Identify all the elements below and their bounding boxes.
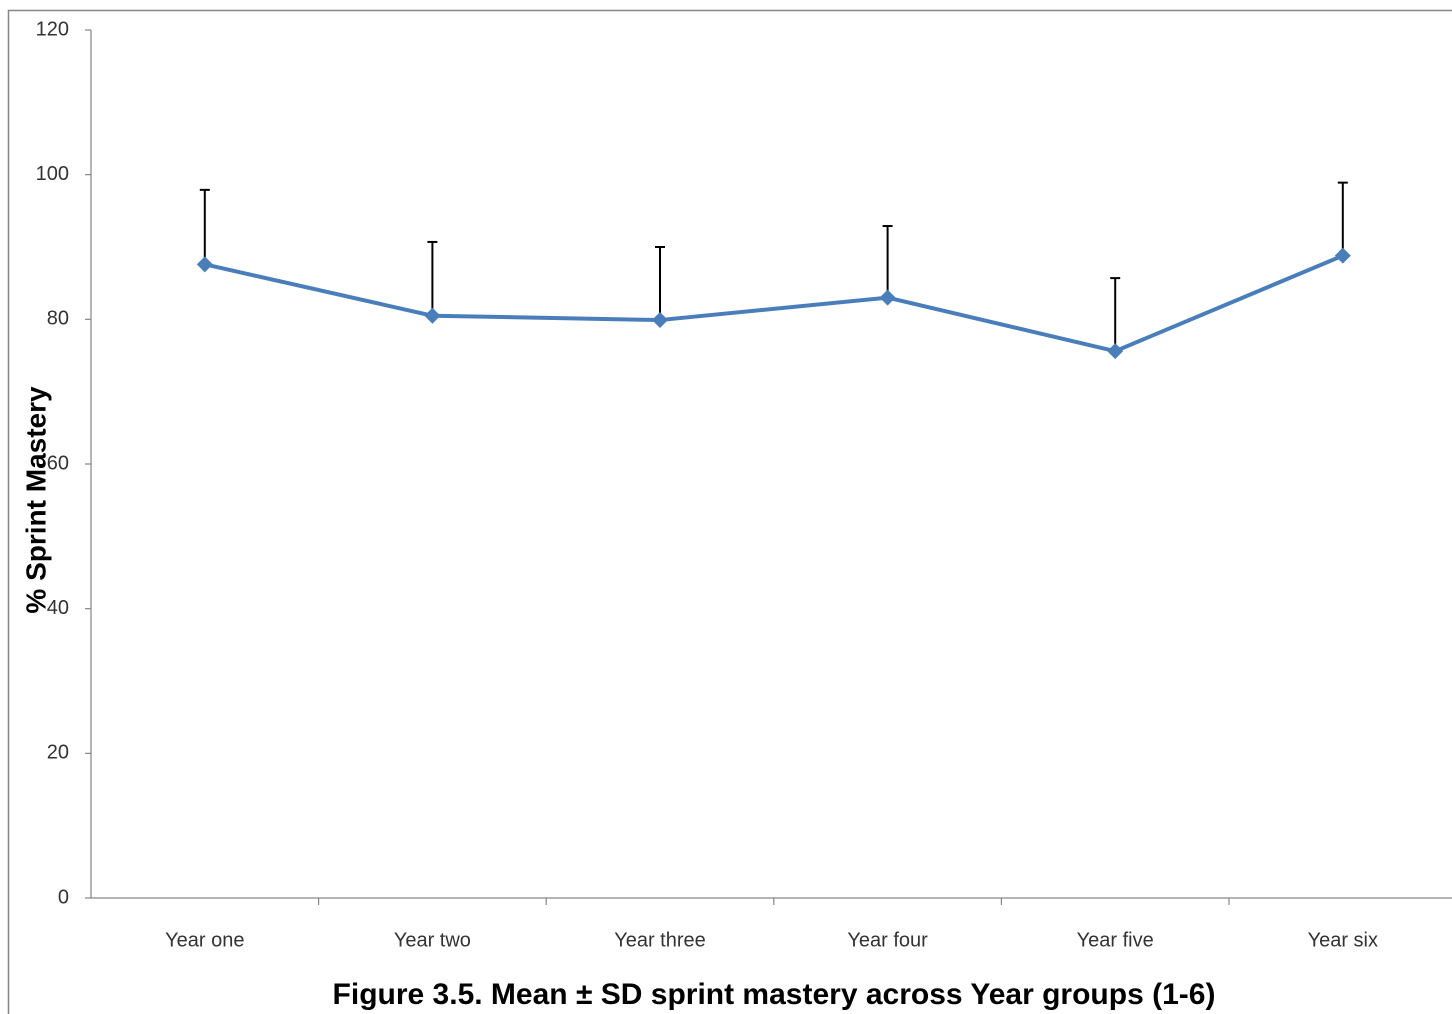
y-tick-label: 20 xyxy=(47,742,69,764)
x-tick-label: Year six xyxy=(1308,929,1378,951)
x-tick-label: Year four xyxy=(847,929,928,951)
marker xyxy=(652,312,668,329)
y-axis-label: % Sprint Mastery xyxy=(20,386,51,614)
y-tick-label: 60 xyxy=(47,452,69,474)
marker xyxy=(879,289,896,306)
line xyxy=(204,253,1344,354)
y-tick-label: 100 xyxy=(36,163,69,185)
y-tick-label: 120 xyxy=(36,18,69,40)
x-tick-label: Year three xyxy=(614,929,706,951)
marker xyxy=(424,307,441,324)
x-tick-label: Year two xyxy=(394,929,471,951)
chart-title: Figure 3.5. Mean ± SD sprint mastery acr… xyxy=(333,978,1216,1011)
marker xyxy=(196,256,213,273)
x-tick-label: Year five xyxy=(1077,929,1154,951)
y-tick-label: 80 xyxy=(47,308,69,330)
y-tick-label: 40 xyxy=(47,597,69,619)
chart-border xyxy=(7,9,1452,1014)
y-tick-label: 0 xyxy=(58,886,69,908)
marker xyxy=(1107,343,1124,360)
marker xyxy=(1334,247,1351,264)
x-tick-label: Year one xyxy=(165,929,244,951)
